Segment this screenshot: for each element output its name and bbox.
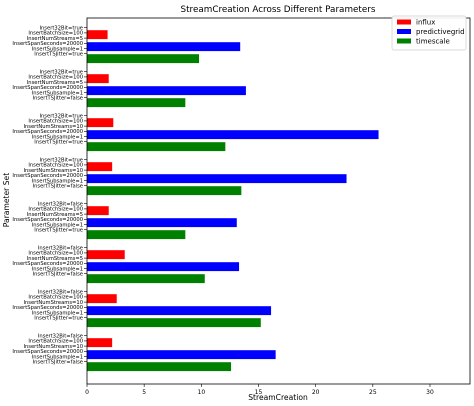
- y-tick-label: InsertSpanSeconds=20000: [12, 173, 83, 179]
- bar-timescale: [87, 54, 200, 64]
- legend-label-timescale: timescale: [416, 38, 450, 46]
- y-tick-label: InsertNumStreams=5: [27, 36, 83, 42]
- y-tick-label: InsertNumStreams=10: [23, 344, 83, 350]
- y-tick-label: InsertNumStreams=5: [27, 256, 83, 262]
- y-tick-label: InsertBatchSize=100: [28, 295, 83, 301]
- y-tick-label: InsertSubsample=1: [32, 354, 83, 360]
- y-tick-label: InsertNumStreams=5: [27, 80, 83, 86]
- y-tick-label: InsertBatchSize=100: [28, 207, 83, 213]
- y-tick-label: Insert32Bit=true: [39, 70, 83, 76]
- y-tick-label: InsertTSJitter=false: [33, 96, 83, 102]
- y-tick-label: InsertSpanSeconds=20000: [12, 41, 83, 47]
- bar-predictivegrid: [87, 86, 246, 96]
- bar-timescale: [87, 142, 226, 152]
- y-tick-label: InsertTSJitter=true: [34, 316, 83, 322]
- bar-timescale: [87, 362, 232, 372]
- bar-predictivegrid: [87, 350, 276, 360]
- x-axis-label: StreamCreation: [248, 393, 308, 402]
- y-tick-label: InsertTSJitter=false: [33, 272, 83, 278]
- y-tick-label: Insert32Bit=false: [38, 334, 83, 340]
- y-tick-label: Insert32Bit=true: [39, 114, 83, 120]
- y-tick-label: InsertBatchSize=100: [28, 119, 83, 125]
- bar-influx: [87, 74, 109, 84]
- legend-swatch-timescale: [397, 38, 411, 44]
- y-tick-label: InsertSpanSeconds=20000: [12, 261, 83, 267]
- y-tick-label: InsertNumStreams=10: [23, 124, 83, 130]
- y-tick-label: Insert32Bit=true: [39, 158, 83, 164]
- bar-timescale: [87, 98, 186, 108]
- y-tick-label: InsertSpanSeconds=20000: [12, 305, 83, 311]
- y-tick-label: InsertBatchSize=100: [28, 75, 83, 81]
- y-tick-label: InsertSubsample=1: [32, 222, 83, 228]
- y-tick-label: InsertSubsample=1: [32, 178, 83, 184]
- y-tick-label: InsertNumStreams=5: [27, 212, 83, 218]
- x-tick-label: 25: [369, 389, 377, 396]
- y-tick-label: Insert32Bit=true: [39, 26, 83, 32]
- bar-predictivegrid: [87, 174, 347, 184]
- y-tick-label: InsertSubsample=1: [32, 266, 83, 272]
- bars-group: [87, 30, 379, 372]
- y-tick-label: InsertTSJitter=true: [34, 140, 83, 146]
- y-tick-label: InsertSubsample=1: [32, 90, 83, 96]
- chart-title: StreamCreation Across Different Paramete…: [180, 5, 375, 15]
- bar-influx: [87, 294, 117, 304]
- plot-frame: [86, 17, 471, 385]
- bar-timescale: [87, 186, 242, 196]
- y-tick-label: Insert32Bit=false: [38, 202, 83, 208]
- y-tick-label: InsertTSJitter=false: [33, 360, 83, 366]
- y-tick-label: InsertSpanSeconds=20000: [12, 349, 83, 355]
- bar-influx: [87, 338, 113, 348]
- y-tick-label: InsertSpanSeconds=20000: [12, 129, 83, 135]
- y-tick-label: InsertSpanSeconds=20000: [12, 217, 83, 223]
- x-tick-label: 15: [255, 389, 263, 396]
- y-tick-label: InsertTSJitter=true: [34, 228, 83, 234]
- y-axis-label: Parameter Set: [2, 173, 11, 227]
- bar-predictivegrid: [87, 218, 237, 228]
- bar-predictivegrid: [87, 306, 272, 316]
- bar-predictivegrid: [87, 42, 241, 52]
- x-ticks: 0 5 10 15 20 25 30: [85, 384, 434, 396]
- bar-influx: [87, 118, 114, 128]
- y-tick-label: InsertSubsample=1: [32, 46, 83, 52]
- y-tick-label: InsertSpanSeconds=20000: [12, 85, 83, 91]
- y-tick-label: InsertBatchSize=100: [28, 339, 83, 345]
- y-tick-labels: Insert32Bit=trueInsertBatchSize=100Inser…: [12, 26, 87, 366]
- x-tick-label: 5: [142, 389, 146, 396]
- bar-influx: [87, 30, 108, 40]
- legend-swatch-predictivegrid: [397, 29, 411, 34]
- y-tick-label: Insert32Bit=false: [38, 246, 83, 252]
- bar-predictivegrid: [87, 130, 379, 140]
- y-tick-label: InsertBatchSize=100: [28, 163, 83, 169]
- y-tick-label: InsertTSJitter=true: [34, 52, 83, 58]
- x-tick-label: 10: [198, 389, 206, 396]
- y-tick-label: InsertSubsample=1: [32, 134, 83, 140]
- y-tick-label: InsertTSJitter=false: [33, 184, 83, 190]
- x-tick-label: 0: [85, 389, 89, 396]
- bar-influx: [87, 250, 125, 260]
- x-tick-label: 30: [426, 389, 434, 396]
- y-tick-label: InsertNumStreams=10: [23, 300, 83, 306]
- legend-label-influx: influx: [416, 19, 435, 27]
- y-tick-label: InsertNumStreams=10: [23, 168, 83, 174]
- legend-label-predictivegrid: predictivegrid: [416, 28, 465, 36]
- y-tick-label: InsertBatchSize=100: [28, 31, 83, 37]
- y-tick-label: Insert32Bit=false: [38, 290, 83, 296]
- bar-timescale: [87, 230, 186, 240]
- bar-timescale: [87, 318, 261, 328]
- bar-predictivegrid: [87, 262, 240, 272]
- y-tick-label: InsertBatchSize=100: [28, 251, 83, 257]
- bar-influx: [87, 162, 113, 172]
- bar-timescale: [87, 274, 205, 284]
- bar-influx: [87, 206, 109, 216]
- y-tick-label: InsertSubsample=1: [32, 310, 83, 316]
- x-tick-label: 20: [312, 389, 320, 396]
- legend-swatch-influx: [397, 19, 411, 25]
